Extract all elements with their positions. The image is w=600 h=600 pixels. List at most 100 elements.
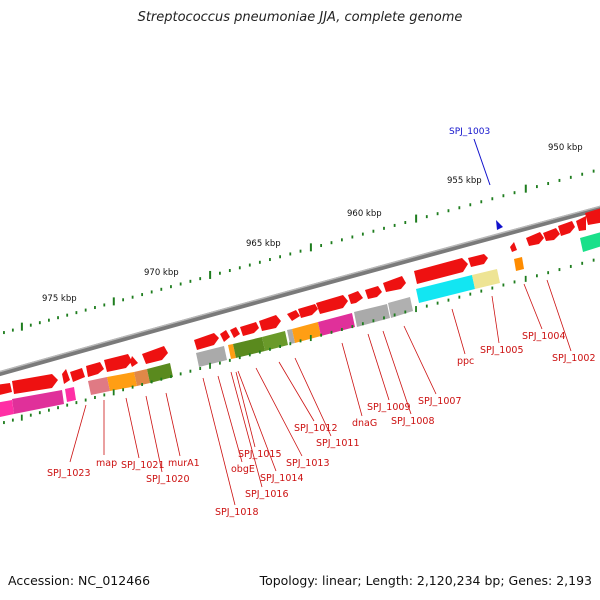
kbp-tick bbox=[170, 285, 172, 289]
inner-tick bbox=[372, 319, 375, 323]
kbp-tick bbox=[513, 191, 516, 195]
gene-arrow bbox=[585, 208, 600, 225]
kbp-label-965: 965 kbp bbox=[246, 239, 281, 249]
gene-label[interactable]: SPJ_1020 bbox=[146, 474, 190, 485]
inner-tick bbox=[491, 286, 494, 290]
kbp-tick bbox=[248, 263, 251, 267]
gene-arrow bbox=[70, 368, 85, 382]
inner-tick bbox=[3, 421, 5, 425]
gene-arrow-track[interactable] bbox=[0, 207, 600, 396]
kbp-tick bbox=[480, 200, 483, 204]
gene-arrow bbox=[510, 242, 517, 252]
gene-label[interactable]: SPJ_1005 bbox=[480, 345, 524, 356]
inner-tick bbox=[103, 393, 106, 397]
kbp-tick bbox=[11, 328, 14, 332]
inner-tick bbox=[309, 335, 312, 342]
gene-label-leader bbox=[278, 361, 315, 422]
gene-arrow bbox=[543, 228, 560, 241]
gene-label[interactable]: SPJ_1015 bbox=[238, 449, 282, 460]
kbp-labels: 975 kbp 970 kbp 965 kbp 960 kbp 955 kbp … bbox=[42, 143, 583, 304]
gene-label[interactable]: obgE bbox=[231, 464, 255, 475]
gene-label-leader bbox=[367, 333, 390, 401]
gene-label-leader bbox=[451, 308, 466, 355]
inner-tick bbox=[299, 339, 302, 343]
gene-label-leader bbox=[69, 404, 87, 463]
kbp-tick bbox=[228, 269, 231, 273]
kbp-tick bbox=[84, 308, 87, 312]
inner-tick bbox=[170, 375, 172, 379]
inner-tick bbox=[150, 380, 153, 384]
gene-label[interactable]: SPJ_1002 bbox=[552, 353, 596, 364]
inner-tick bbox=[238, 356, 241, 360]
kbp-tick bbox=[383, 226, 385, 230]
gene-label[interactable]: ppc bbox=[457, 356, 474, 367]
inner-tick bbox=[524, 275, 527, 282]
inner-tick bbox=[48, 408, 50, 412]
gene-label[interactable]: SPJ_1016 bbox=[245, 489, 289, 500]
gene-label[interactable]: SPJ_1012 bbox=[294, 423, 338, 434]
gene-label[interactable]: SPJ_1018 bbox=[215, 507, 259, 518]
inner-tick bbox=[248, 353, 251, 357]
kbp-tick bbox=[581, 172, 584, 176]
gene-arrow bbox=[383, 276, 406, 292]
kbp-tick bbox=[502, 194, 505, 198]
gene-label-leader bbox=[165, 392, 181, 457]
gene-labels: SPJ_1023 map SPJ_1021 SPJ_1020 murA1 SPJ_1018… bbox=[47, 331, 596, 518]
kbp-tick bbox=[29, 323, 32, 327]
gene-label[interactable]: SPJ_1008 bbox=[391, 416, 435, 427]
gene-arrow bbox=[526, 232, 544, 246]
gene-label[interactable]: SPJ_1014 bbox=[260, 473, 304, 484]
inner-tick bbox=[122, 388, 125, 392]
kbp-tick bbox=[150, 290, 153, 294]
kbp-tick bbox=[361, 232, 364, 236]
gene-label[interactable]: murA1 bbox=[168, 458, 200, 469]
gene-label[interactable]: SPJ_1021 bbox=[121, 460, 165, 471]
inner-tick bbox=[341, 327, 343, 331]
kbp-tick bbox=[469, 203, 472, 207]
gene-arrow bbox=[0, 383, 12, 395]
kbp-tick bbox=[415, 214, 418, 223]
inner-tick bbox=[75, 401, 78, 405]
gene-label-leader bbox=[546, 279, 572, 352]
inner-tick bbox=[258, 350, 261, 354]
inner-tick bbox=[469, 292, 472, 296]
inner-tick bbox=[160, 377, 163, 381]
gene-label[interactable]: map bbox=[96, 458, 117, 469]
kbp-tick bbox=[103, 303, 106, 307]
gene-label[interactable]: SPJ_1007 bbox=[418, 396, 462, 407]
gene-label[interactable]: SPJ_1011 bbox=[316, 438, 360, 449]
gene-arrow bbox=[220, 330, 230, 342]
gene-label[interactable]: dnaG bbox=[352, 418, 377, 429]
inner-tick bbox=[351, 325, 354, 329]
kbp-tick bbox=[141, 293, 144, 297]
inner-tick bbox=[112, 389, 115, 396]
inner-tick bbox=[502, 283, 505, 287]
gene-label[interactable]: SPJ_1009 bbox=[367, 402, 411, 413]
inner-tick bbox=[11, 418, 14, 422]
gene-label[interactable]: SPJ_1023 bbox=[47, 468, 91, 479]
inner-tick bbox=[361, 322, 364, 326]
inner-tick bbox=[179, 372, 182, 376]
gene-arrow bbox=[12, 374, 58, 394]
inner-tick bbox=[20, 414, 23, 421]
gene-arrow bbox=[287, 310, 300, 321]
kbp-tick bbox=[66, 313, 69, 317]
inner-tick bbox=[38, 411, 41, 415]
gene-arrow bbox=[230, 327, 240, 338]
gene-label-leader bbox=[237, 370, 277, 472]
function-color-track bbox=[0, 232, 600, 417]
gene-arrow bbox=[142, 346, 168, 364]
gene-label-leader bbox=[125, 397, 140, 459]
gene-label[interactable]: SPJ_1004 bbox=[522, 331, 566, 342]
highlight-gene-marker[interactable]: SPJ_1003 bbox=[449, 127, 503, 230]
kbp-tick bbox=[94, 306, 96, 310]
gene-label-leader bbox=[491, 295, 500, 344]
inner-tick bbox=[84, 398, 87, 402]
gene-arrow bbox=[240, 322, 259, 336]
gene-label[interactable]: SPJ_1013 bbox=[286, 458, 330, 469]
inner-tick bbox=[547, 271, 550, 275]
kbp-tick bbox=[547, 182, 550, 186]
kbp-tick bbox=[189, 279, 192, 283]
